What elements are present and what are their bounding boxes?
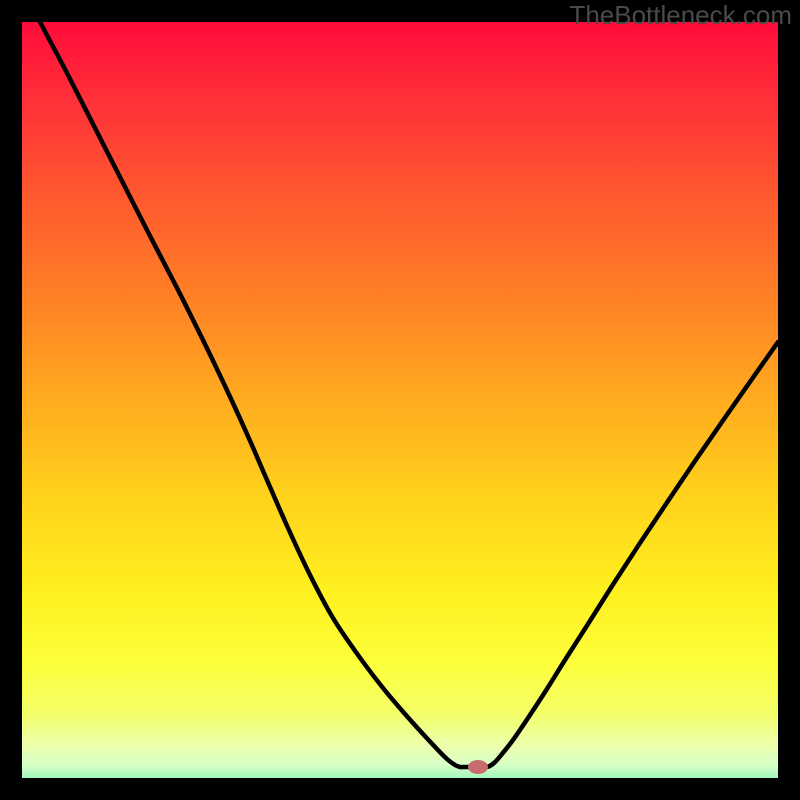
optimal-point-marker	[468, 760, 488, 774]
bottleneck-chart	[0, 0, 800, 800]
chart-frame	[0, 0, 800, 800]
chart-container: TheBottleneck.com	[0, 0, 800, 800]
watermark-text: TheBottleneck.com	[569, 0, 792, 31]
